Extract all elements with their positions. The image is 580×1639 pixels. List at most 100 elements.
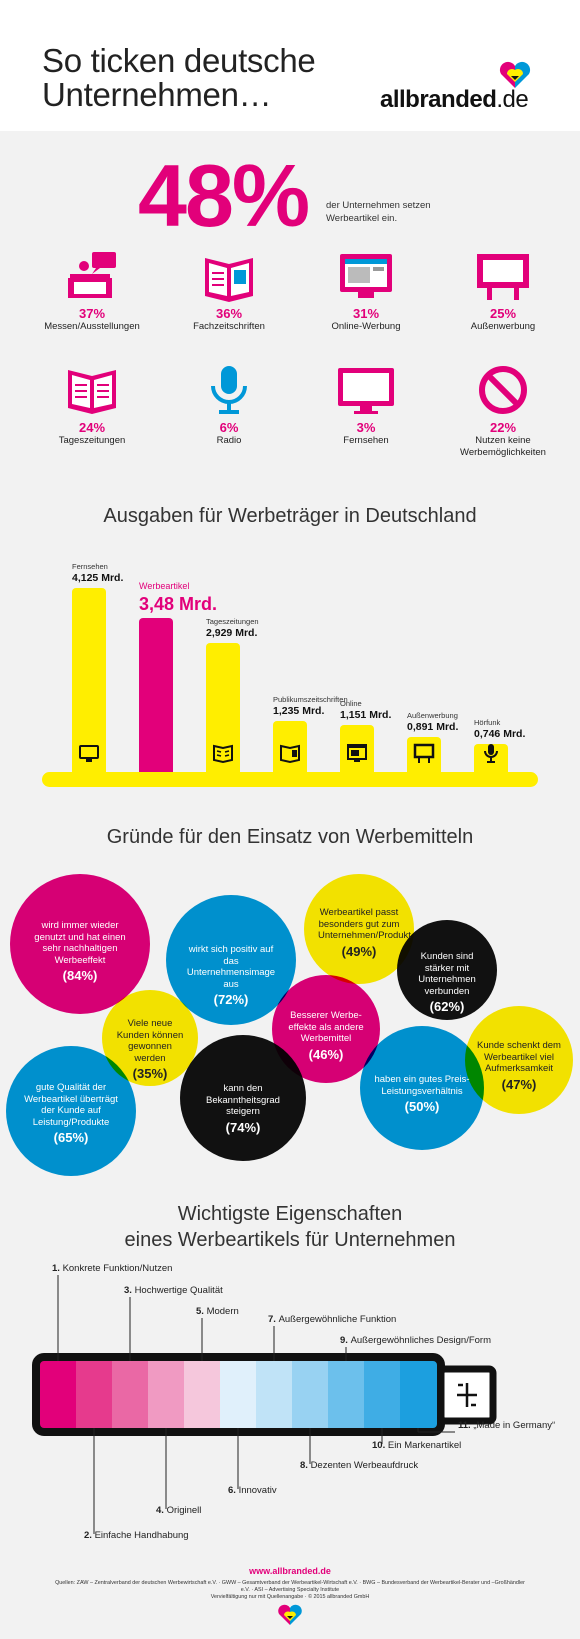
spending-title: Ausgaben für Werbeträger in Deutschland <box>103 505 477 527</box>
media-percent: 22% <box>489 420 517 435</box>
property-label-7: 7. Außergewöhnliche Funktion <box>268 1314 397 1325</box>
media-item-no-advertising: 22% Nutzen keine Werbemöglichkeiten <box>433 364 573 459</box>
bar-category-label: Online <box>340 699 362 708</box>
usb-segment-2 <box>76 1361 113 1428</box>
media-item-web: 31% Online-Werbung <box>296 250 436 333</box>
property-label-2: 2. Einfache Handhabung <box>84 1530 189 1541</box>
usb-leader-lines <box>57 1275 455 1534</box>
property-label-3: 3. Hochwertige Qualität <box>124 1285 223 1296</box>
usb-segment-11 <box>400 1361 437 1428</box>
footer-heart-logo-icon <box>278 1604 302 1625</box>
footer-sources-text: Quellen: ZAW – Zentralverband der deutsc… <box>55 1580 525 1593</box>
media-label: Fernsehen <box>343 435 389 446</box>
newspaper-icon <box>213 744 233 764</box>
property-label-4: 4. Originell <box>156 1505 202 1516</box>
usb-segment-9 <box>328 1361 365 1428</box>
bar-category-label: Werbeartikel <box>139 581 190 591</box>
reason-text-84: wird immer wieder genutzt und hat einen … <box>34 920 126 983</box>
properties-title-line-1: Wichtigste Eigenschaften <box>177 1203 403 1225</box>
reason-text-74: kann den Bekanntheitsgrad steigern (74%) <box>206 1083 280 1135</box>
bar-2 <box>139 618 173 782</box>
reason-text-62: Kunden sind stärker mit Unternehmen verb… <box>418 951 476 1014</box>
reason-text-35: Viele neue Kunden können gewonnen werden… <box>116 1018 184 1081</box>
page-title: So ticken deutsche Unternehmen… <box>42 44 316 113</box>
usb-segment-10 <box>364 1361 401 1428</box>
usb-segment-4 <box>148 1361 185 1428</box>
usb-segments <box>40 1361 437 1428</box>
bar-category-label: Publikumszeitschriften <box>273 695 348 704</box>
footer-url-link[interactable]: www.allbranded.de <box>249 1566 331 1576</box>
reason-circle-50 <box>360 1026 484 1150</box>
microphone-icon <box>211 366 247 414</box>
intro-percent: 48% <box>138 146 310 245</box>
newspaper-icon <box>68 370 116 414</box>
bar-value-label: 1,151 Mrd. <box>340 709 392 721</box>
bar-value-label: 0,746 Mrd. <box>474 728 526 740</box>
property-label-6: 6. Innovativ <box>228 1485 277 1496</box>
allbranded-heart-logo-icon <box>499 61 531 88</box>
bar-value-label: 0,891 Mrd. <box>407 721 459 733</box>
media-percent: 37% <box>78 306 106 321</box>
property-label-5: 5. Modern <box>196 1306 239 1317</box>
media-percent: 24% <box>78 420 106 435</box>
media-item-billboard: 25% Außenwerbung <box>433 250 573 333</box>
bar-category-label: Fernsehen <box>72 562 108 571</box>
properties-title-line-2: eines Werbeartikels für Unternehmen <box>124 1229 456 1251</box>
media-percent: 25% <box>489 306 517 321</box>
media-label: Messen/Ausstellungen <box>44 321 140 332</box>
footer-sources: Quellen: ZAW – Zentralverband der deutsc… <box>50 1580 530 1601</box>
bar-value-label: 3,48 Mrd. <box>139 594 218 614</box>
media-percent: 31% <box>352 306 380 321</box>
footer-copyright: Vervielfältigung nur mit Quellenangabe ·… <box>210 1594 370 1600</box>
usb-segment-5 <box>184 1361 221 1428</box>
bar-1 <box>72 588 106 782</box>
magazine-icon <box>205 258 253 302</box>
bar-category-label: Tageszeitungen <box>206 617 259 626</box>
tv-icon <box>338 368 394 414</box>
media-item-newspaper: 24% Tageszeitungen <box>22 364 162 447</box>
trade-fair-icon <box>68 252 116 298</box>
property-label-10: 10. Ein Markenartikel <box>372 1440 462 1451</box>
bar-4 <box>273 721 307 782</box>
logo-brand: allbranded <box>380 86 497 113</box>
title-line-2: Unternehmen… <box>42 76 272 113</box>
reason-circle-62 <box>397 920 497 1020</box>
usb-segment-7 <box>256 1361 293 1428</box>
media-label: Radio <box>216 435 242 446</box>
usb-segment-6 <box>220 1361 257 1428</box>
tv-icon <box>79 745 99 762</box>
media-label: Tageszeitungen <box>58 435 126 446</box>
properties-title: Wichtigste Eigenschaften eines Werbearti… <box>0 1201 580 1253</box>
reason-text-47: Kunde schenkt dem Werbeartikel viel Aufm… <box>477 1040 561 1092</box>
media-percent: 36% <box>215 306 243 321</box>
billboard-icon <box>477 254 529 300</box>
reason-circle-84 <box>10 874 150 1014</box>
media-label: Außenwerbung <box>470 321 536 332</box>
microphone-icon <box>484 744 498 763</box>
usb-segment-8 <box>292 1361 329 1428</box>
allbranded-logo[interactable]: allbranded.de <box>380 86 529 114</box>
bar-chart-baseline <box>42 772 538 787</box>
reason-text-65: gute Qualität der Werbeartikel überträgt… <box>24 1082 118 1145</box>
reason-circle-72 <box>166 895 296 1025</box>
header: So ticken deutsche Unternehmen… allbrand… <box>0 0 580 131</box>
billboard-icon <box>413 743 435 763</box>
bar-category-label: Außenwerbung <box>407 711 458 720</box>
reason-text-72: wirkt sich positiv auf das Unternehmensi… <box>186 944 276 1007</box>
media-percent: 6% <box>219 420 239 435</box>
web-screen-icon <box>340 254 392 298</box>
reason-text-46: Besserer Werbe-effekte als andere Werbem… <box>288 1010 364 1062</box>
reason-circle-49 <box>304 874 414 984</box>
media-item-trade-fair: 37% Messen/Ausstellungen <box>22 250 162 333</box>
media-percent: 3% <box>356 420 376 435</box>
property-label-11: 11. „Made in Germany“ <box>458 1420 556 1431</box>
usb-segment-3 <box>112 1361 149 1428</box>
property-label-1: 1. Konkrete Funktion/Nutzen <box>52 1263 173 1274</box>
no-entry-icon <box>479 366 527 414</box>
bar-3 <box>206 643 240 782</box>
bar-value-label: 1,235 Mrd. <box>273 705 325 717</box>
media-item-tv: 3% Fernsehen <box>296 364 436 447</box>
media-item-magazine: 36% Fachzeitschriften <box>159 250 299 333</box>
web-screen-icon <box>347 744 367 762</box>
property-label-9: 9. Außergewöhnliches Design/Form <box>340 1335 492 1346</box>
